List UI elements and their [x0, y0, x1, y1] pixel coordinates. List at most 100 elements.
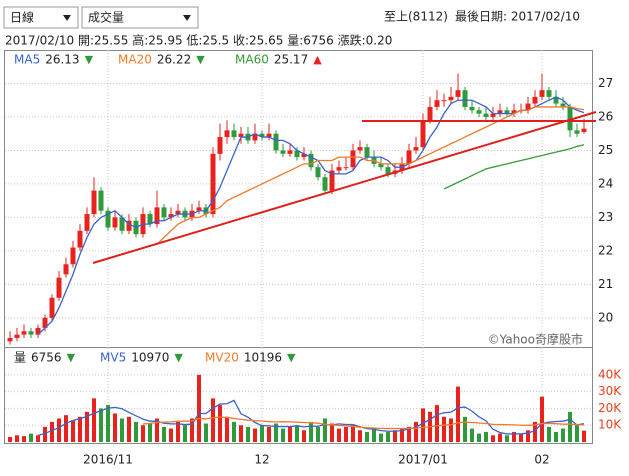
- candle-body: [378, 163, 384, 168]
- volume-bar: [29, 433, 33, 442]
- candle-body: [224, 130, 230, 138]
- candle-body: [49, 297, 55, 318]
- watermark: ©Yahoo奇摩股市: [488, 332, 583, 347]
- candle-body: [119, 217, 125, 231]
- candle-body: [84, 214, 90, 231]
- candle-body: [77, 230, 83, 248]
- volume-bar: [85, 411, 89, 442]
- volume-bar: [288, 426, 292, 442]
- trend-arrow: ▼: [67, 351, 76, 364]
- x-tick-label: 2017/01: [398, 453, 448, 467]
- volume-bar: [316, 426, 320, 442]
- volume-bar: [323, 418, 327, 442]
- volume-bar: [113, 413, 117, 442]
- y-tick-label: 22: [598, 243, 613, 257]
- candle-body: [7, 337, 13, 342]
- volume-bar: [274, 423, 278, 442]
- candle-body: [560, 103, 566, 107]
- volume-bar: [365, 431, 369, 442]
- volume-bar: [400, 428, 404, 442]
- volume-bar: [127, 416, 131, 442]
- volume-bar: [162, 426, 166, 442]
- volume-bar: [386, 431, 390, 442]
- volume-bar: [337, 428, 341, 442]
- candle-body: [168, 214, 174, 218]
- candle-body: [301, 153, 307, 158]
- period-label: 日線: [10, 10, 34, 25]
- candle-body: [154, 207, 160, 225]
- volume-bar: [561, 428, 565, 442]
- dropdown-arrow: [63, 15, 71, 21]
- candle-body: [427, 106, 433, 121]
- trend-arrow: ▲: [313, 53, 322, 66]
- y-tick-label: 40K: [598, 367, 622, 381]
- candle-body: [259, 133, 265, 138]
- volume-bar: [540, 396, 544, 442]
- candle-body: [91, 190, 97, 215]
- moving-average-line: [37, 399, 585, 437]
- volume-bar: [372, 428, 376, 442]
- candle-body: [546, 90, 552, 97]
- volume-bar: [295, 425, 299, 442]
- moving-average-line: [37, 96, 585, 336]
- volume-frame: [4, 347, 593, 444]
- volume-bar: [260, 425, 264, 442]
- volume-bar: [155, 418, 159, 442]
- candle-body: [420, 120, 426, 148]
- x-tick-label: 12: [254, 453, 269, 467]
- candle-body: [217, 137, 223, 154]
- y-tick-label: 27: [598, 76, 613, 90]
- stock-name: 至上(8112): [384, 10, 448, 24]
- volume-bar: [239, 425, 243, 442]
- candle-body: [406, 150, 412, 164]
- candle-body: [294, 150, 300, 158]
- volume-bar: [582, 430, 586, 442]
- volume-bar: [379, 433, 383, 442]
- volume-bar: [533, 421, 537, 442]
- candle-body: [413, 147, 419, 151]
- candle-body: [273, 133, 279, 151]
- volume-bar: [519, 433, 523, 442]
- volume-bar: [78, 416, 82, 442]
- indicator-select[interactable]: [81, 6, 199, 29]
- volume-bar: [281, 428, 285, 442]
- candle-body: [539, 90, 545, 97]
- y-tick-label: 24: [598, 176, 613, 190]
- volume-bar: [309, 421, 313, 442]
- volume-bar: [22, 436, 26, 442]
- candle-body: [98, 190, 104, 211]
- legend-name: MV20: [205, 351, 239, 365]
- candle-body: [126, 220, 132, 231]
- candle-body: [462, 90, 468, 107]
- volume-bar: [36, 435, 40, 442]
- y-tick-label: 25: [598, 143, 613, 157]
- candle-body: [350, 150, 356, 168]
- candle-body: [63, 264, 69, 275]
- volume-bar: [253, 428, 257, 442]
- volume-bar: [435, 405, 439, 442]
- volume-bar: [526, 430, 530, 442]
- volume-bar: [547, 426, 551, 442]
- volume-bar: [246, 426, 250, 442]
- volume-bar: [505, 435, 509, 442]
- y-tick-label: 21: [598, 277, 613, 291]
- volume-bar: [470, 428, 474, 442]
- volume-bar: [190, 418, 194, 442]
- period-select[interactable]: [3, 6, 79, 29]
- candle-body: [42, 317, 48, 328]
- volume-bar: [169, 428, 173, 442]
- candle-body: [385, 167, 391, 174]
- volume-bar: [512, 431, 516, 442]
- volume-bar: [421, 408, 425, 442]
- y-tick-label: 26: [598, 109, 613, 123]
- moving-average-line: [142, 416, 585, 430]
- volume-bar: [134, 421, 138, 442]
- candle-body: [343, 167, 349, 169]
- volume-bar: [64, 415, 68, 442]
- volume-bar: [330, 423, 334, 442]
- volume-bar: [351, 425, 355, 442]
- volume-bar: [456, 386, 460, 442]
- volume-bar: [463, 416, 467, 442]
- candle-body: [329, 170, 335, 191]
- candle-body: [287, 150, 293, 154]
